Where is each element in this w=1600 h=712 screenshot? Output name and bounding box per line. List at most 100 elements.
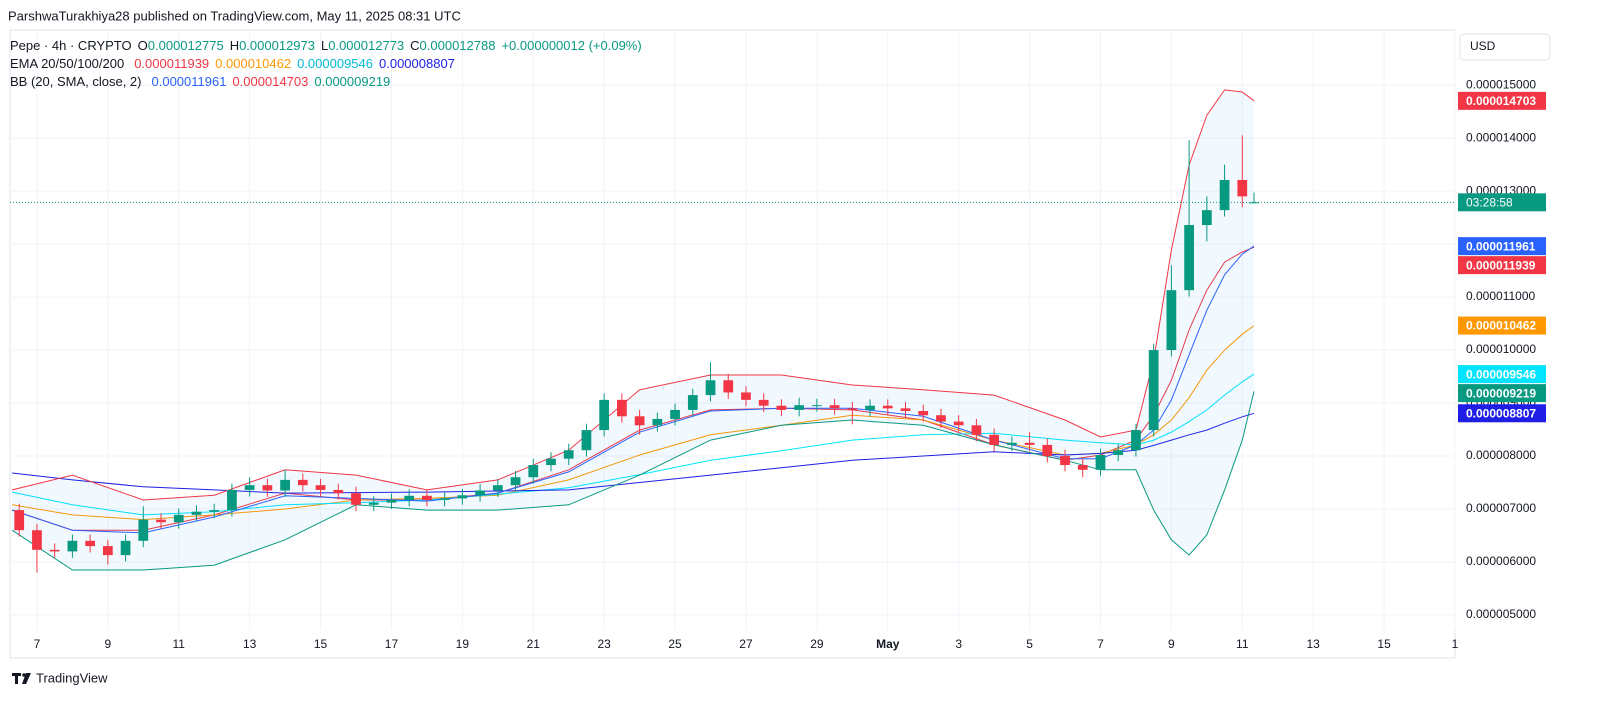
price-label-box: [1458, 316, 1546, 335]
currency-button[interactable]: [1459, 33, 1551, 61]
x-tick-label: 7: [34, 637, 41, 651]
candle: [368, 496, 379, 512]
candle-body: [32, 530, 42, 550]
candle: [492, 478, 503, 497]
candle: [439, 492, 450, 507]
price-label-box: [1458, 384, 1546, 403]
candle: [297, 473, 308, 492]
candle: [1006, 436, 1017, 452]
candle: [333, 483, 344, 500]
candle-body: [705, 380, 716, 396]
candles: [14, 135, 1259, 573]
candle-body: [900, 408, 911, 411]
x-tick-label: 23: [597, 637, 611, 651]
price-label: 0.000008807: [1466, 406, 1536, 420]
candle-body: [67, 540, 78, 552]
candle: [173, 508, 184, 529]
x-tick-label: 29: [810, 637, 824, 651]
candle: [209, 503, 220, 519]
candle-body: [652, 418, 663, 426]
candle: [386, 493, 397, 510]
candle-body: [794, 405, 805, 410]
candle-body: [847, 408, 858, 410]
candle-body: [138, 519, 149, 541]
price-label: 0.000010462: [1466, 319, 1536, 333]
candle: [741, 386, 751, 407]
candle-body: [351, 493, 361, 505]
x-tick-label: 27: [739, 637, 753, 651]
candle: [581, 423, 592, 457]
candle: [758, 393, 769, 413]
indicator-value: 0.000011939: [134, 56, 210, 71]
candle-body: [1201, 210, 1212, 226]
candle: [351, 486, 361, 512]
brand-name: TradingView: [36, 670, 108, 685]
candle: [634, 409, 645, 435]
candle: [617, 393, 627, 423]
candle-body: [439, 498, 450, 501]
candle-body: [741, 392, 751, 400]
candle: [847, 401, 858, 425]
candle-body: [244, 485, 255, 490]
y-tick-label: 0.000005000: [1466, 607, 1536, 621]
price-label-box: [1458, 404, 1546, 423]
x-tick-label: 13: [243, 637, 257, 651]
indicator-value: 0.000009219: [314, 74, 391, 89]
candle: [102, 539, 113, 565]
x-tick-label: 17: [385, 637, 399, 651]
x-tick-label: 3: [955, 637, 962, 651]
candle-body: [829, 405, 840, 409]
x-tick-label: 13: [1307, 637, 1321, 651]
candle: [244, 477, 255, 497]
currency[interactable]: USD: [1470, 39, 1496, 53]
candle: [599, 393, 610, 437]
candle-body: [280, 479, 290, 491]
candle-body: [227, 489, 237, 511]
countdown-box: [1458, 193, 1546, 212]
candle-body: [422, 495, 432, 501]
ohlc-value: 0.000012788: [419, 38, 496, 53]
candle-body: [1237, 179, 1248, 197]
candle-body: [14, 510, 25, 531]
candle-body: [120, 540, 131, 556]
candle: [528, 458, 539, 484]
indicator-line: [11, 373, 1255, 516]
candle-body: [492, 485, 503, 491]
candle: [67, 534, 78, 558]
candle-body: [368, 502, 379, 505]
candle-body: [758, 399, 769, 406]
candle-body: [85, 540, 95, 547]
countdown: 03:28:58: [1466, 195, 1513, 209]
candle-body: [865, 405, 875, 410]
candle: [794, 397, 805, 417]
candle-body: [1077, 465, 1088, 470]
candle: [85, 534, 95, 553]
candle-body: [1095, 454, 1106, 470]
candle-body: [581, 430, 592, 451]
y-tick-label: 0.000007000: [1466, 501, 1536, 515]
candle: [918, 404, 929, 422]
x-tick-label: 19: [456, 637, 470, 651]
candle-body: [811, 405, 822, 407]
candle-body: [510, 477, 521, 486]
price-label: 0.000009546: [1466, 367, 1536, 381]
candle: [829, 398, 840, 415]
indicator-value: 0.000014703: [232, 74, 309, 89]
candle-body: [475, 490, 485, 496]
price-label: 0.000011961: [1466, 239, 1536, 253]
candle-body: [102, 546, 113, 556]
candle-body: [1113, 450, 1124, 455]
candle: [989, 428, 1000, 452]
price-label: 0.000014703: [1466, 94, 1536, 108]
candle-body: [1249, 202, 1259, 204]
candle: [705, 362, 716, 402]
band-fill: [12, 89, 1254, 570]
candle-body: [918, 410, 929, 416]
ohlc-value: 0.000012773: [328, 38, 405, 53]
candle: [1219, 164, 1230, 217]
candle: [156, 513, 166, 529]
y-tick-label: 0.000014000: [1466, 130, 1536, 144]
indicator-value: 0.000011961: [151, 74, 227, 89]
